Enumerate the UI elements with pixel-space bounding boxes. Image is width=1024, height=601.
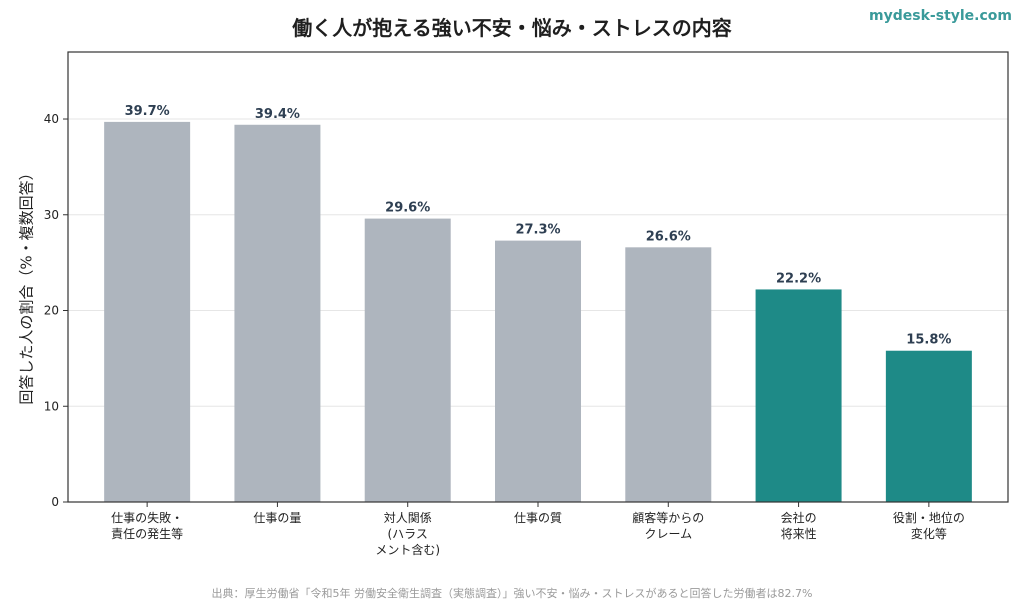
x-tick-label-line: 変化等	[911, 526, 947, 541]
x-tick-label-line: 将来性	[781, 527, 817, 541]
x-tick-label-line: メント含む)	[375, 542, 440, 557]
x-tick-label: 仕事の量	[253, 511, 301, 525]
brand-watermark: mydesk-style.com	[869, 8, 1012, 24]
x-tick-label-line: クレーム	[644, 527, 692, 541]
data-label: 26.6%	[646, 229, 691, 244]
x-tick-label: 対人関係 (ハラスメント含む)	[375, 511, 440, 557]
bar	[755, 289, 842, 502]
x-tick-label: 役割・地位の変化等	[893, 510, 965, 541]
data-label: 27.3%	[515, 223, 560, 238]
bar	[885, 350, 972, 502]
y-tick-label: 20	[44, 304, 59, 318]
data-label: 15.8%	[906, 333, 951, 348]
bar	[104, 121, 191, 502]
bar	[495, 240, 581, 503]
y-tick-label: 40	[44, 112, 59, 126]
bar	[625, 247, 712, 502]
data-label: 39.4%	[255, 107, 300, 122]
x-tick-label-line: 会社の	[781, 510, 817, 525]
bar	[234, 124, 321, 502]
x-tick-label: 顧客等からのクレーム	[632, 510, 704, 541]
x-tick-label-line: 仕事の質	[514, 510, 562, 525]
y-tick-label: 30	[44, 208, 59, 222]
x-tick-label-line: 顧客等からの	[632, 510, 704, 525]
bar	[364, 218, 451, 502]
y-tick-label: 0	[51, 495, 59, 509]
data-label: 22.2%	[776, 271, 821, 286]
x-tick-label-line: 対人関係	[384, 511, 432, 525]
x-tick-label-line: 仕事の失敗・	[111, 510, 183, 525]
x-tick-label: 会社の将来性	[781, 510, 817, 541]
x-tick-label: 仕事の失敗・責任の発生等	[111, 510, 183, 541]
plot-frame	[67, 51, 1009, 503]
x-tick-label-line: 責任の発生等	[111, 527, 183, 541]
x-tick-label: 仕事の質	[514, 510, 562, 525]
data-label: 39.7%	[125, 104, 170, 119]
chart-title: 働く人が抱える強い不安・悩み・ストレスの内容	[292, 16, 732, 40]
x-tick-label-line: 仕事の量	[253, 511, 301, 525]
x-tick-label-line: (ハラス	[387, 527, 427, 541]
data-label: 29.6%	[385, 201, 430, 216]
y-tick-label: 10	[44, 399, 59, 413]
x-tick-label-line: 役割・地位の	[893, 510, 965, 525]
source-note: 出典：厚生労働省「令和5年 労働安全衛生調査（実態調査）」強い不安・悩み・ストレ…	[211, 587, 813, 600]
